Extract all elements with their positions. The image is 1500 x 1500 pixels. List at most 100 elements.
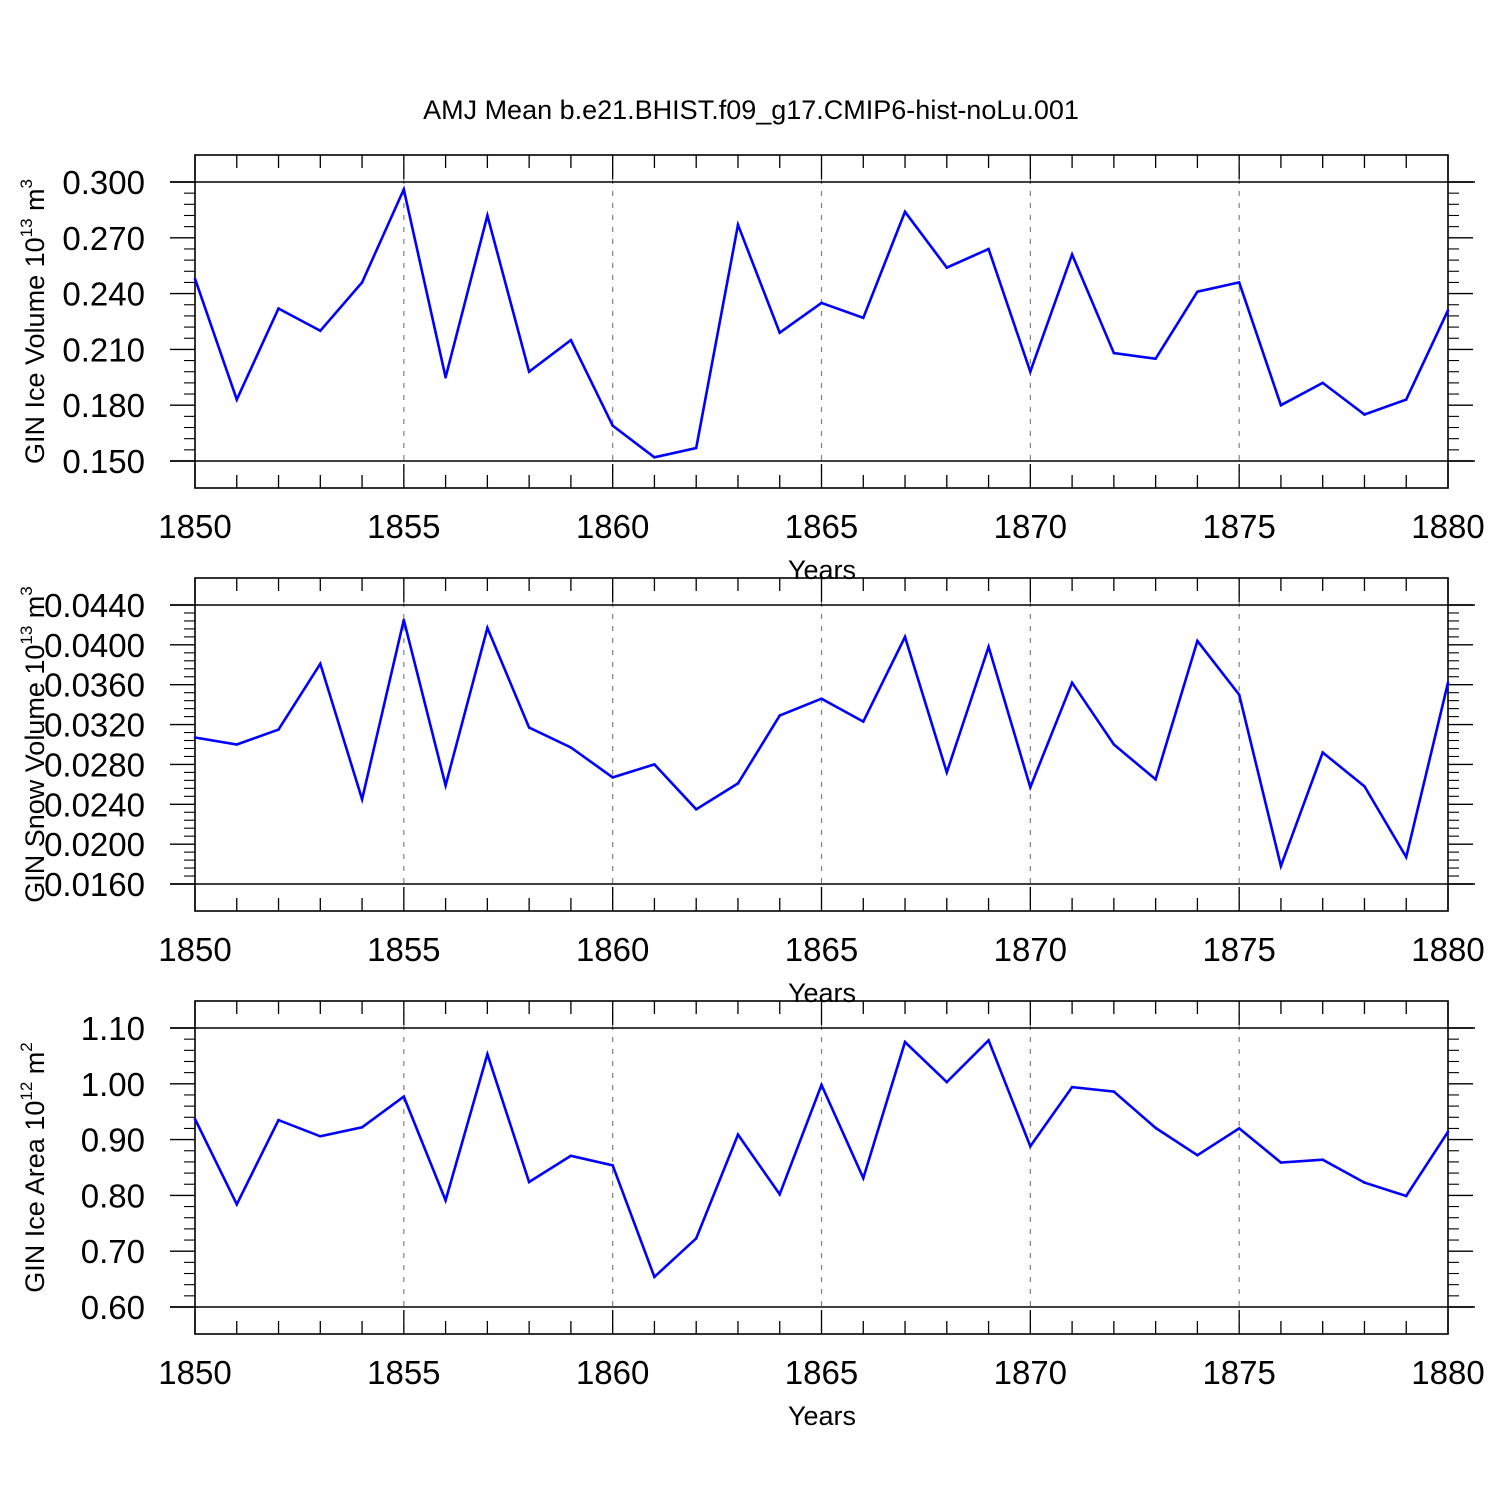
data-point: [193, 277, 197, 281]
data-point: [1237, 693, 1241, 696]
data-point: [903, 1040, 907, 1044]
data-point: [319, 329, 322, 333]
data-point: [1029, 786, 1032, 789]
data-point: [360, 798, 364, 801]
y-tick-label: 0.300: [62, 164, 145, 201]
data-point: [235, 398, 239, 401]
data-point: [1237, 281, 1241, 284]
data-point: [611, 1163, 614, 1167]
x-tick-label: 1880: [1411, 508, 1484, 545]
data-point: [653, 763, 656, 766]
y-axis-label-unit: m: [20, 1052, 50, 1082]
data-point: [319, 1134, 322, 1138]
data-point: [486, 1052, 489, 1056]
y-axis-label: GIN Ice Volume 1013 m3: [17, 179, 50, 464]
data-point: [1237, 1127, 1241, 1130]
data-point: [778, 714, 782, 717]
y-tick-label: 0.70: [81, 1233, 145, 1270]
data-point: [1363, 785, 1366, 788]
x-tick-label: 1865: [785, 1354, 858, 1391]
data-point: [861, 720, 865, 723]
y-tick-label: 0.150: [62, 443, 145, 480]
y-axis-label-text: GIN Ice Area 10: [20, 1101, 50, 1293]
y-axis-label-unit-exponent: 3: [17, 586, 36, 595]
panel-2: 0.04400.04000.03600.03200.02800.02400.02…: [17, 577, 1485, 1008]
panels: 0.300 0.270 0.240 0.210 0.180 0.150 1850 1855 18…: [17, 154, 1485, 1431]
x-tick-label: 1865: [785, 931, 858, 968]
data-point: [1279, 864, 1283, 868]
data-point: [444, 1199, 447, 1202]
data-point: [235, 1203, 239, 1206]
y-tick-label: 0.180: [62, 387, 145, 424]
data-point: [402, 1095, 406, 1098]
y-axis-label: GIN Ice Area 1012 m2: [17, 1042, 50, 1293]
data-point: [569, 1154, 573, 1158]
data-point: [319, 662, 322, 666]
y-tick-label: 0.0440: [44, 587, 145, 624]
x-tick-label: 1875: [1202, 1354, 1275, 1391]
data-point: [736, 1133, 740, 1136]
data-point: [1404, 855, 1408, 859]
x-tick-label: 1860: [576, 931, 649, 968]
x-tick-label: 1850: [158, 508, 231, 545]
y-tick-label: 0.0200: [44, 826, 145, 863]
y-tick-label: 0.210: [62, 331, 145, 368]
y-tick-label: 0.0320: [44, 707, 145, 744]
data-point: [1404, 398, 1408, 401]
y-tick-label: 0.0160: [44, 866, 145, 903]
data-point: [1112, 743, 1116, 746]
data-point: [444, 784, 447, 787]
data-point: [820, 697, 823, 700]
data-point: [1446, 1130, 1450, 1134]
series-line: [194, 619, 1450, 871]
x-tick-label: 1865: [785, 508, 858, 545]
x-tick-label: 1860: [576, 1354, 649, 1391]
data-point: [820, 301, 823, 305]
data-point: [277, 728, 280, 731]
data-point: [1321, 751, 1324, 754]
data-point: [1070, 681, 1074, 685]
data-point: [653, 455, 656, 459]
y-axis-label-exponent: 12: [17, 1082, 36, 1101]
data-point: [486, 214, 489, 217]
data-point: [736, 223, 740, 227]
panel-3: 1.10 1.00 0.90 0.80 0.70 0.60 1850 1855 1860 1865…: [17, 1000, 1485, 1431]
y-tick-label: 0.0360: [44, 667, 145, 704]
data-point: [820, 1083, 823, 1087]
x-tick-label: 1860: [576, 508, 649, 545]
data-point: [1363, 1181, 1366, 1184]
data-point: [1154, 778, 1157, 781]
data-point: [611, 776, 614, 779]
data-point: [193, 736, 197, 739]
data-point: [402, 188, 406, 191]
data-point: [694, 807, 698, 811]
y-tick-label: 0.80: [81, 1177, 145, 1214]
data-point: [193, 1117, 197, 1121]
data-point: [736, 782, 740, 785]
data-point: [903, 635, 907, 639]
x-tick-label: 1870: [994, 1354, 1067, 1391]
y-tick-label: 0.90: [81, 1122, 145, 1159]
y-axis-label-exponent: 13: [17, 218, 36, 237]
data-point: [235, 743, 239, 746]
data-point: [1112, 351, 1116, 355]
y-axis-label-unit-exponent: 3: [17, 179, 36, 188]
data-point: [444, 376, 447, 379]
data-point: [945, 1080, 949, 1084]
data-point: [1363, 413, 1366, 416]
data-point: [1279, 1161, 1283, 1164]
data-point: [694, 1237, 698, 1240]
data-point: [987, 1038, 990, 1042]
data-point: [694, 446, 698, 450]
data-point: [1446, 681, 1450, 685]
data-point: [1154, 1126, 1157, 1130]
data-point: [1321, 381, 1324, 385]
data-point: [945, 266, 949, 269]
y-tick-label: 0.240: [62, 276, 145, 313]
data-point: [402, 618, 406, 622]
data-point: [486, 626, 489, 630]
y-axis-label-text: GIN Snow Volume 10: [20, 645, 50, 903]
data-point: [1196, 639, 1199, 643]
data-point: [1321, 1158, 1324, 1161]
